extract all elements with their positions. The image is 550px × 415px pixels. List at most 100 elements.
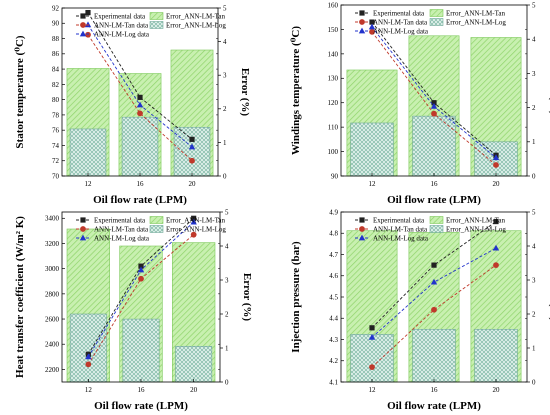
- series-1-point-20: [189, 157, 195, 164]
- legend-label: Error_ANN-LM-Log: [446, 226, 506, 234]
- y-tick-label: 4.9: [329, 208, 338, 216]
- y-tick-label: 3200: [45, 240, 60, 248]
- y2-tick-label: 2: [223, 105, 227, 113]
- series-0-point-16: [137, 94, 143, 100]
- legend-label: ANN-LM-Log data: [373, 28, 429, 36]
- y2-tick-label: 0: [223, 172, 227, 180]
- y-tick-label: 4.2: [329, 357, 338, 365]
- series-0-point-12: [369, 325, 375, 331]
- series-0-point-20: [493, 218, 499, 225]
- series-1-point-12: [85, 31, 91, 38]
- y-tick-label: 130: [328, 75, 339, 83]
- legend-label: ANN-LM-Log data: [94, 31, 150, 39]
- y2-tick-label: 4: [223, 38, 227, 46]
- series-1-point-20: [493, 262, 499, 269]
- legend-label: ANN-LM-Tan data: [373, 19, 428, 27]
- y-tick-label: 70: [52, 172, 60, 180]
- legend-label: Error_ANN-LM-Log: [446, 19, 506, 27]
- series-0-point-12: [85, 9, 91, 16]
- series-line-1: [87, 34, 193, 162]
- x-tick-label: 20: [493, 180, 501, 188]
- error-log-bar-20: [173, 126, 211, 177]
- series-2-point-16: [430, 278, 438, 285]
- y-tick-label: 86: [52, 50, 60, 58]
- y-tick-label: 140: [328, 50, 339, 58]
- series-line-1: [371, 264, 497, 368]
- series-2-point-20: [190, 218, 197, 225]
- series-0-point-12: [369, 19, 375, 25]
- legend-label: ANN-LM-Log data: [94, 235, 150, 243]
- series-1-point-12: [85, 361, 92, 368]
- x-tick-label: 16: [138, 386, 146, 394]
- y-tick-label: 2800: [45, 290, 60, 298]
- legend-marker: [79, 30, 87, 37]
- y-tick-label: 4.5: [329, 293, 338, 301]
- x-axis-title: Oil flow rate (LPM): [387, 194, 481, 206]
- y-tick-label: 150: [328, 26, 339, 34]
- y2-tick-label: 5: [532, 1, 536, 9]
- y-tick-label: 90: [331, 172, 339, 180]
- y-tick-label: 3400: [45, 215, 60, 223]
- y-tick-label: 160: [328, 1, 339, 9]
- legend-label: Error_ANN-LM-Log: [166, 22, 226, 30]
- series-2-point-12: [368, 333, 376, 340]
- legend-label: Error_ANN-LM-Tan: [446, 217, 505, 225]
- series-2-point-20: [188, 143, 196, 150]
- y-tick-label: 100: [328, 148, 339, 156]
- legend-swatch-bar: [429, 216, 444, 224]
- x-tick-label: 16: [431, 180, 439, 188]
- legend-swatch-bar: [429, 18, 444, 26]
- y2-tick-label: 1: [532, 138, 536, 146]
- y-axis-title: Heat transfer coefficient (W/m² K): [14, 216, 26, 378]
- error-log-bar-16: [412, 115, 456, 177]
- y2-tick-label: 5: [532, 208, 536, 216]
- error-log-bar-12: [69, 313, 107, 383]
- series-2-point-12: [84, 21, 92, 28]
- y-tick-label: 4.6: [329, 272, 338, 280]
- y-tick-label: 78: [52, 111, 60, 119]
- y2-tick-label: 2: [532, 104, 536, 112]
- legend-marker: [358, 234, 366, 241]
- legend-swatch-bar: [149, 12, 164, 20]
- legend-marker: [80, 217, 86, 223]
- y2-tick-label: 2: [532, 310, 536, 318]
- legend-marker: [359, 10, 365, 16]
- y2-axis-title: Error (%): [548, 66, 550, 114]
- y2-tick-label: 0: [225, 378, 229, 386]
- legend-label: ANN-LM-Tan data: [94, 226, 149, 234]
- legend-marker: [359, 226, 365, 232]
- legend-label: ANN-LM-Log data: [373, 235, 429, 243]
- y-tick-label: 84: [52, 65, 60, 73]
- x-tick-label: 20: [493, 386, 501, 394]
- series-2-point-20: [492, 154, 500, 161]
- x-axis-title: Oil flow rate (LPM): [94, 400, 188, 412]
- y2-tick-label: 3: [532, 276, 536, 284]
- y2-axis-title: Error (%): [241, 273, 253, 321]
- series-2-point-16: [136, 101, 144, 108]
- series-2-point-12: [85, 353, 92, 360]
- x-tick-label: 20: [189, 180, 197, 188]
- x-tick-label: 12: [85, 386, 93, 394]
- series-1-point-16: [138, 275, 144, 282]
- legend-swatch-bar: [149, 216, 164, 224]
- series-1-point-20: [190, 231, 197, 238]
- y-tick-label: 120: [328, 99, 339, 107]
- series-1-point-16: [431, 110, 437, 117]
- error-log-bar-12: [69, 128, 107, 177]
- error-log-bar-20: [175, 345, 213, 383]
- error-log-bar-12: [350, 334, 394, 383]
- y2-tick-label: 4: [532, 36, 536, 44]
- series-0-point-16: [431, 262, 437, 268]
- series-1-point-12: [369, 364, 375, 371]
- legend-swatch-bar: [149, 225, 164, 233]
- series-0-point-16: [138, 263, 144, 269]
- series-0-point-20: [191, 215, 197, 221]
- x-tick-label: 16: [431, 386, 439, 394]
